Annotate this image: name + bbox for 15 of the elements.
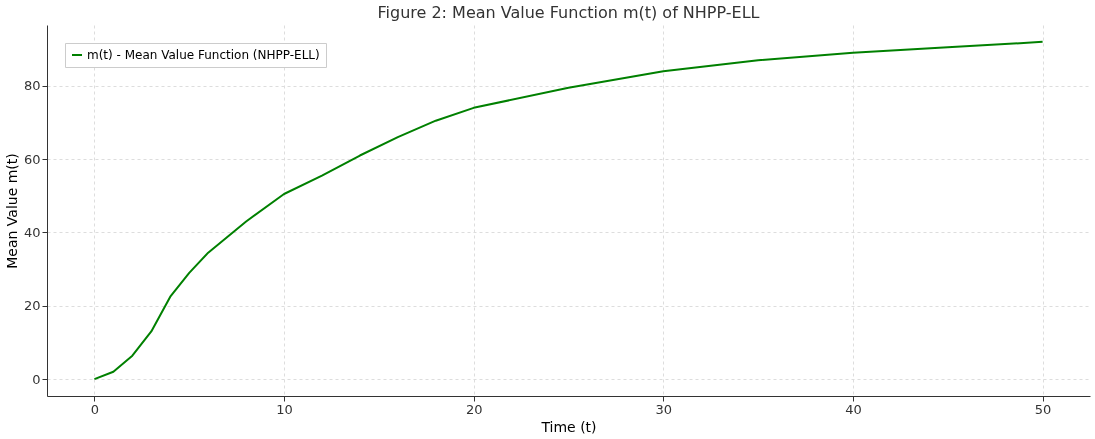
- x-tick-label: 10: [276, 401, 293, 417]
- x-tick-label: 0: [90, 401, 100, 417]
- x-axis-title: Time (t): [540, 418, 597, 435]
- y-tick-label: 80: [23, 78, 41, 94]
- legend-label: m(t) - Mean Value Function (NHPP-ELL): [87, 48, 320, 62]
- chart-title: Figure 2: Mean Value Function m(t) of NHPP-ELL: [377, 3, 760, 22]
- y-tick-label: 20: [23, 298, 41, 314]
- x-tick-label: 40: [845, 401, 862, 417]
- y-axis-title: Mean Value m(t): [3, 153, 20, 269]
- x-tick-label: 50: [1034, 401, 1052, 417]
- x-tick-label: 30: [655, 401, 673, 417]
- y-tick-label: 0: [32, 371, 41, 387]
- y-tick-label: 40: [23, 225, 41, 240]
- y-tick-label: 60: [23, 151, 41, 167]
- x-tick-label: 20: [465, 401, 483, 417]
